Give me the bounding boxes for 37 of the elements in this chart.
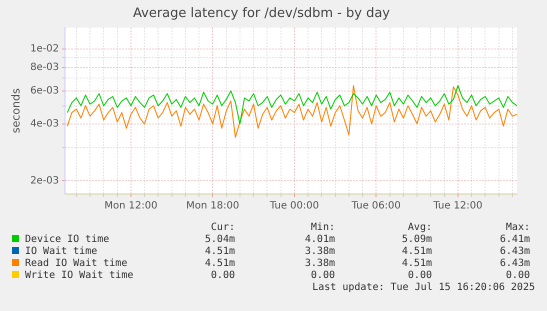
legend-label: Write IO Wait time (24, 270, 134, 281)
text: 6.43m (498, 246, 530, 257)
legend-label: IO Wait time (24, 246, 98, 257)
text: 4.51m (400, 258, 432, 269)
y-tick-label: 8e-03 (30, 62, 60, 73)
text: 0.00 (406, 270, 432, 281)
x-tick-label: Tue 00:00 (268, 200, 319, 212)
chart-title: Average latency for /dev/sdbm - by day (133, 6, 390, 22)
text: 5.04m (204, 234, 235, 245)
text: 3.38m (304, 246, 335, 257)
text: Avg: (406, 222, 432, 233)
x-tick-label: Mon 12:00 (104, 200, 158, 212)
y-tick-label: 4e-03 (30, 118, 60, 130)
legend-label: Device IO time (24, 234, 110, 245)
text: 5.09m (400, 234, 432, 245)
text: 3.38m (304, 258, 335, 269)
y-axis-title: seconds (9, 88, 22, 134)
x-tick-label: Tue 12:00 (432, 200, 482, 212)
text: 6.43m (498, 258, 530, 269)
text: 4.51m (204, 258, 235, 269)
text: 0.00 (310, 270, 335, 281)
text: 6.41m (498, 234, 530, 245)
text: 4.51m (204, 246, 235, 257)
text: 4.01m (304, 234, 335, 245)
x-tick-label: Tue 06:00 (350, 200, 401, 212)
y-tick-label: 1e-02 (30, 44, 60, 55)
x-tick-label: Mon 18:00 (186, 200, 240, 212)
text: 0.00 (504, 270, 530, 281)
text: Max: (504, 222, 530, 233)
text: Min: (310, 222, 335, 233)
text: Cur: (210, 222, 235, 233)
text: 0.00 (210, 270, 235, 281)
y-tick-label: 6e-03 (30, 85, 60, 96)
legend-label: Read IO Wait time (24, 258, 128, 269)
text: 4.51m (400, 246, 432, 257)
text: Last update: Tue Jul 15 16:20:06 2025 (312, 282, 535, 293)
y-tick-label: 2e-03 (30, 175, 60, 186)
